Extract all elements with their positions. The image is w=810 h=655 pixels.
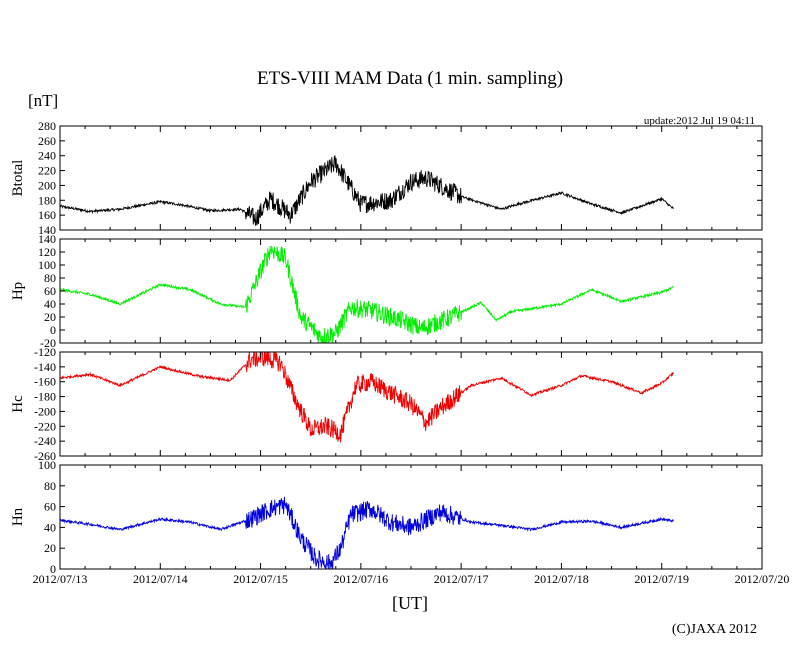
panel-label-hn: Hn <box>10 507 26 526</box>
update-label: update:2012 Jul 19 04:11 <box>644 115 755 127</box>
y-tick-label: 100 <box>38 258 56 272</box>
x-tick-label: 2012/07/13 <box>33 572 88 586</box>
y-tick-label: -140 <box>34 360 56 374</box>
x-tick-label: 2012/07/15 <box>233 572 288 586</box>
y-tick-label: -260 <box>34 449 56 463</box>
y-tick-label: 140 <box>38 232 56 246</box>
y-tick-label: 140 <box>38 223 56 237</box>
y-tick-label: 40 <box>44 520 56 534</box>
y-tick-label: 180 <box>38 193 56 207</box>
y-unit-label: [nT] <box>28 91 58 110</box>
y-tick-label: 60 <box>44 284 56 298</box>
y-tick-label: 20 <box>44 541 56 555</box>
y-tick-label: 100 <box>38 458 56 472</box>
y-tick-label: -240 <box>34 434 56 448</box>
y-tick-label: 280 <box>38 119 56 133</box>
series-line-hn <box>60 496 674 569</box>
y-tick-label: -20 <box>40 336 56 350</box>
credit-label: (C)JAXA 2012 <box>672 622 757 637</box>
y-tick-label: 80 <box>44 479 56 493</box>
x-tick-label: 2012/07/16 <box>334 572 389 586</box>
y-tick-label: 0 <box>50 323 56 337</box>
panel-hn: 0 20 40 60 80 100 Hn <box>10 458 763 576</box>
panel-label-btotal: Btotal <box>10 160 26 197</box>
y-tick-label: 160 <box>38 208 56 222</box>
y-tick-label: 240 <box>38 149 56 163</box>
series-line-btotal <box>60 154 675 226</box>
x-tick-label: 2012/07/20 <box>735 572 790 586</box>
panels-group: 140160180200220240260280Btotal-200204060… <box>10 119 789 586</box>
y-tick-label: -220 <box>34 419 56 433</box>
x-tick-label: 2012/07/18 <box>534 572 589 586</box>
panel-label-hc: Hc <box>10 395 26 413</box>
panel-frame <box>59 464 763 570</box>
chart-title: ETS-VIII MAM Data (1 min. sampling) <box>257 68 563 89</box>
y-tick-label: 0 <box>50 562 56 576</box>
y-tick-label: 200 <box>38 178 56 192</box>
x-tick-label: 2012/07/19 <box>634 572 689 586</box>
y-tick-label: -120 <box>34 345 56 359</box>
panel-hc: -260-240-220-200-180-160-140-120 Hc <box>10 345 763 463</box>
y-tick-label: -180 <box>34 390 56 404</box>
y-tick-label: -200 <box>34 404 56 418</box>
y-tick-label: 220 <box>38 164 56 178</box>
y-tick-label: 40 <box>44 297 56 311</box>
panel-label-hp: Hp <box>10 282 26 300</box>
y-tick-label: 80 <box>44 271 56 285</box>
x-axis-label: [UT] <box>392 593 428 613</box>
y-tick-label: 260 <box>38 134 56 148</box>
x-tick-label: 2012/07/14 <box>133 572 188 586</box>
y-tick-label: 60 <box>44 500 56 514</box>
x-tick-label: 2012/07/17 <box>434 572 489 586</box>
series-line-hp <box>60 245 674 343</box>
series-line-hc <box>60 352 675 443</box>
y-tick-label: -160 <box>34 375 56 389</box>
y-tick-label: 20 <box>44 310 56 324</box>
y-tick-label: 120 <box>38 245 56 259</box>
